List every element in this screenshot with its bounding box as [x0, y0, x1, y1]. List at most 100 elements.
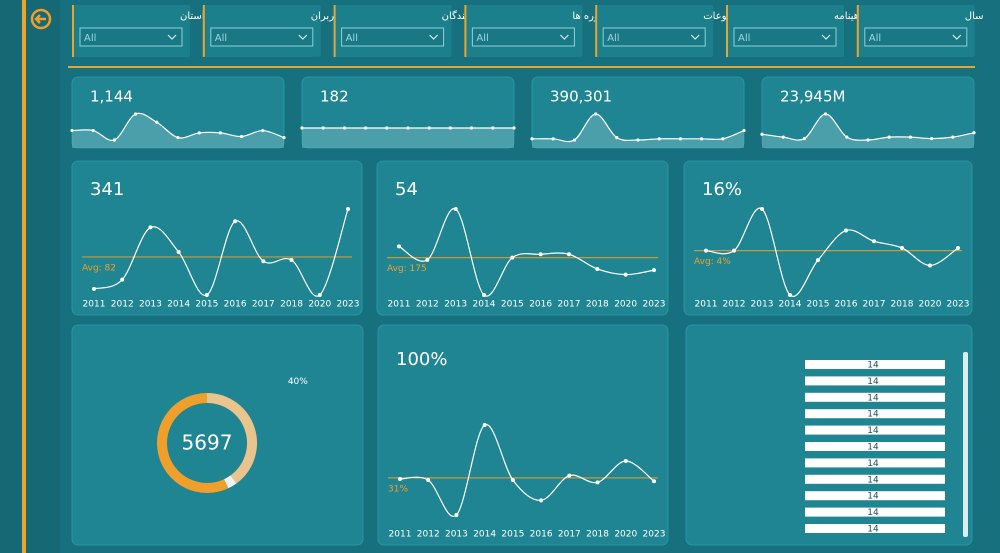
filter-value[interactable]: All	[84, 33, 96, 44]
dropdown-chevron[interactable]	[821, 34, 831, 40]
bar-label: 14	[867, 525, 879, 535]
filter-dropdown[interactable]	[341, 27, 445, 47]
back-arrow[interactable]	[34, 14, 46, 24]
filter-label: سال	[965, 11, 984, 22]
filter-dropdown[interactable]	[79, 27, 183, 47]
sparkline-point	[364, 126, 368, 130]
line	[399, 424, 655, 517]
line-point	[289, 257, 294, 262]
line-point	[956, 245, 960, 250]
filter-value[interactable]: All	[738, 33, 750, 44]
x-tick-label: 2014	[167, 300, 190, 310]
sparkline-point	[176, 136, 180, 140]
line-point	[567, 473, 572, 478]
line-point	[148, 225, 153, 230]
bar	[805, 360, 945, 369]
sparkline-point	[572, 138, 577, 142]
x-tick-label: 2011	[83, 300, 106, 310]
kpi-value: 390,301	[550, 88, 612, 106]
filter-dropdown[interactable]	[471, 27, 575, 47]
side-rail	[0, 0, 60, 553]
x-tick-label: 2020	[614, 530, 637, 540]
filter-value[interactable]: All	[869, 33, 881, 44]
x-tick-label: 2011	[389, 530, 412, 540]
filter-label: استان	[180, 11, 205, 22]
filter-value[interactable]: All	[346, 33, 358, 44]
line-point	[510, 478, 515, 483]
sparkline-point	[406, 126, 410, 130]
average-label: Avg: 175	[387, 264, 427, 274]
kpi-value: 23,945M	[780, 88, 845, 106]
dropdown-chevron[interactable]	[690, 34, 700, 40]
filter-value[interactable]: All	[215, 33, 227, 44]
back-button[interactable]	[30, 8, 52, 30]
x-tick-label: 2020	[308, 300, 331, 310]
filter-value[interactable]: All	[607, 33, 619, 44]
dropdown-chevron[interactable]	[298, 34, 308, 40]
line-point	[538, 252, 543, 257]
sparkline-area	[302, 128, 514, 148]
filter-accent	[72, 5, 74, 57]
filter-accent	[726, 5, 728, 57]
bar	[805, 376, 945, 386]
sparkline-point	[342, 126, 346, 130]
line-point	[346, 207, 350, 211]
line-point	[872, 239, 876, 244]
sparkline-point	[908, 135, 913, 139]
card	[376, 160, 669, 316]
bar-label: 14	[867, 508, 879, 518]
back-circle[interactable]	[30, 8, 52, 30]
donut-center: 5697	[182, 431, 233, 455]
bar	[805, 409, 945, 419]
bar	[805, 491, 945, 501]
sparkline-point	[742, 128, 746, 133]
sparkline-point	[700, 137, 704, 141]
scrollbar-thumb[interactable]	[963, 352, 968, 537]
dropdown-chevron[interactable]	[952, 34, 962, 40]
dropdown-chevron[interactable]	[167, 34, 177, 40]
x-tick-label: 2017	[863, 300, 886, 310]
line-point	[482, 293, 486, 297]
sparkline-point	[70, 128, 74, 133]
donut-segment	[223, 475, 237, 489]
sparkline-area	[532, 113, 744, 148]
dropdown-chevron[interactable]	[429, 34, 439, 40]
sparkline-point	[155, 120, 159, 124]
card	[71, 324, 364, 546]
bar-label: 14	[867, 443, 879, 453]
sparkline-point	[261, 128, 265, 133]
x-tick-label: 2014	[473, 530, 496, 540]
filter-dropdown[interactable]	[733, 27, 837, 47]
line-point	[732, 248, 736, 253]
donut-label: 40%	[288, 377, 308, 387]
line-point	[426, 478, 431, 483]
x-tick-label: 2016	[835, 300, 858, 310]
average-label: Avg: 82	[82, 263, 116, 273]
line-point	[816, 258, 820, 263]
line-point	[623, 459, 628, 463]
x-tick-label: 2020	[614, 300, 637, 310]
dropdown-chevron[interactable]	[559, 34, 569, 40]
filter-dropdown[interactable]	[602, 27, 706, 47]
sparkline-point	[594, 112, 598, 116]
line-point	[595, 480, 600, 485]
line-point	[788, 293, 792, 297]
donut-segment	[157, 393, 229, 493]
filter-dropdown[interactable]	[210, 27, 314, 47]
bar-label: 14	[867, 377, 879, 387]
filter-value[interactable]: All	[476, 33, 488, 44]
filter-dropdown[interactable]	[864, 27, 968, 47]
sparkline-point	[491, 126, 495, 130]
bar	[805, 442, 945, 451]
line-point	[120, 277, 125, 282]
bar	[805, 458, 945, 468]
x-tick-label: 2016	[530, 530, 553, 540]
sparkline-point	[530, 137, 534, 141]
x-tick-label: 2023	[643, 530, 666, 540]
bar-label: 14	[867, 426, 879, 436]
filter-label: دوره ها	[572, 11, 603, 22]
sparkline-point	[615, 136, 619, 140]
sparkline-point	[636, 138, 640, 142]
sparkline-point	[218, 131, 222, 135]
